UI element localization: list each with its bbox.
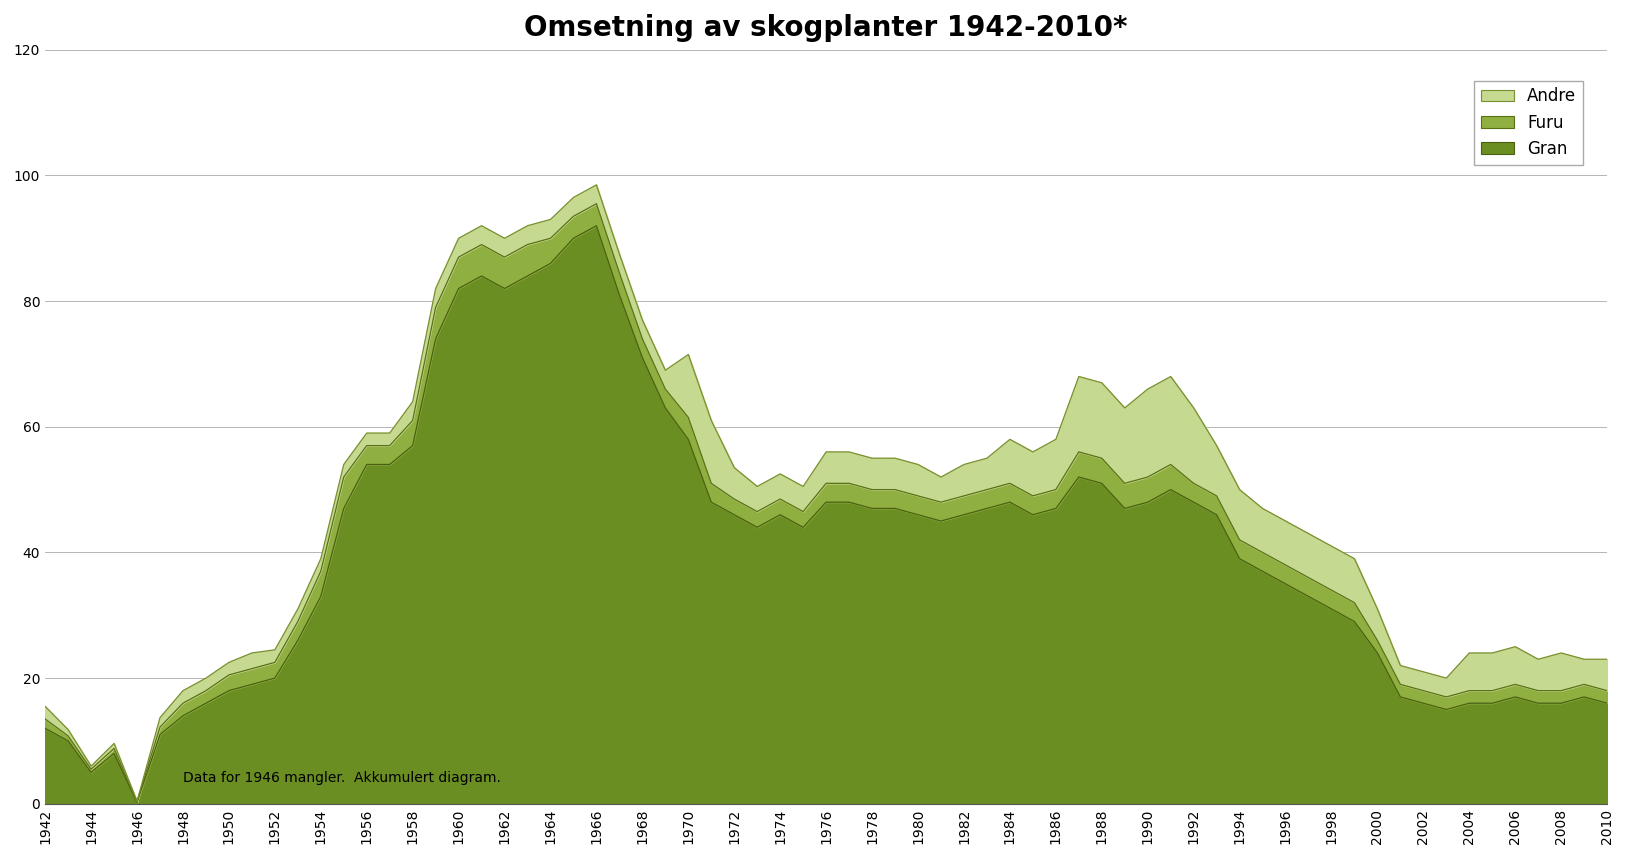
Text: Data for 1946 mangler.  Akkumulert diagram.: Data for 1946 mangler. Akkumulert diagra… xyxy=(182,770,501,785)
Title: Omsetning av skogplanter 1942-2010*: Omsetning av skogplanter 1942-2010* xyxy=(524,14,1128,42)
Legend: Andre, Furu, Gran: Andre, Furu, Gran xyxy=(1473,81,1582,165)
